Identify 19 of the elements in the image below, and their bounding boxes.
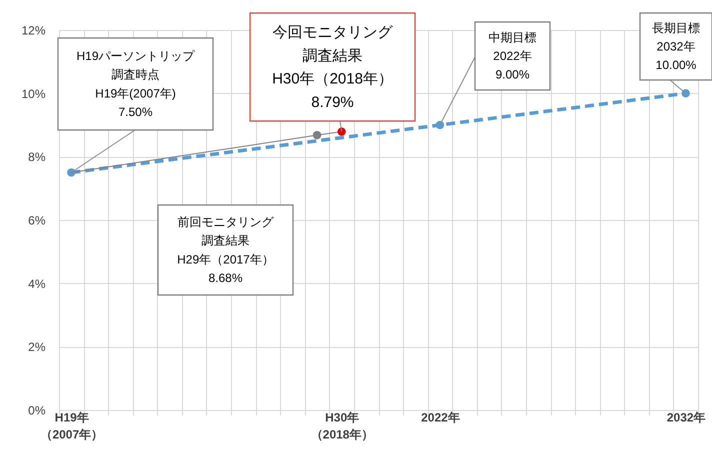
- annotation: 今回モニタリング調査結果 H30年（2018年） 8.79%: [272, 24, 394, 111]
- annotation: 前回モニタリング調査結果 H29年（2017年） 8.68%: [177, 215, 274, 285]
- annotation: 長期目標 2032年 10.00%: [652, 20, 700, 72]
- y-tick-label: 2%: [28, 340, 46, 354]
- y-tick-label: 4%: [28, 276, 46, 291]
- x-tick-label: 2032年: [666, 410, 706, 424]
- annotation: 中期目標 2022年 9.00%: [488, 30, 536, 82]
- y-tick-label: 8%: [28, 150, 46, 164]
- x-tick-label: H30年（2018年）: [310, 410, 374, 442]
- x-tick-label: 2022年: [421, 410, 460, 424]
- point: [436, 120, 444, 130]
- point: [337, 127, 346, 136]
- y-tick-label: 6%: [28, 214, 46, 228]
- y-tick-label: 12%: [21, 24, 46, 38]
- point: [682, 89, 690, 98]
- y-tick-label: 10%: [21, 86, 46, 101]
- annotation: H19パーソントリップ調査時点 H19年(2007年) 7.50%: [76, 49, 196, 119]
- point: [312, 130, 322, 140]
- y-tick-label: 0%: [28, 404, 46, 418]
